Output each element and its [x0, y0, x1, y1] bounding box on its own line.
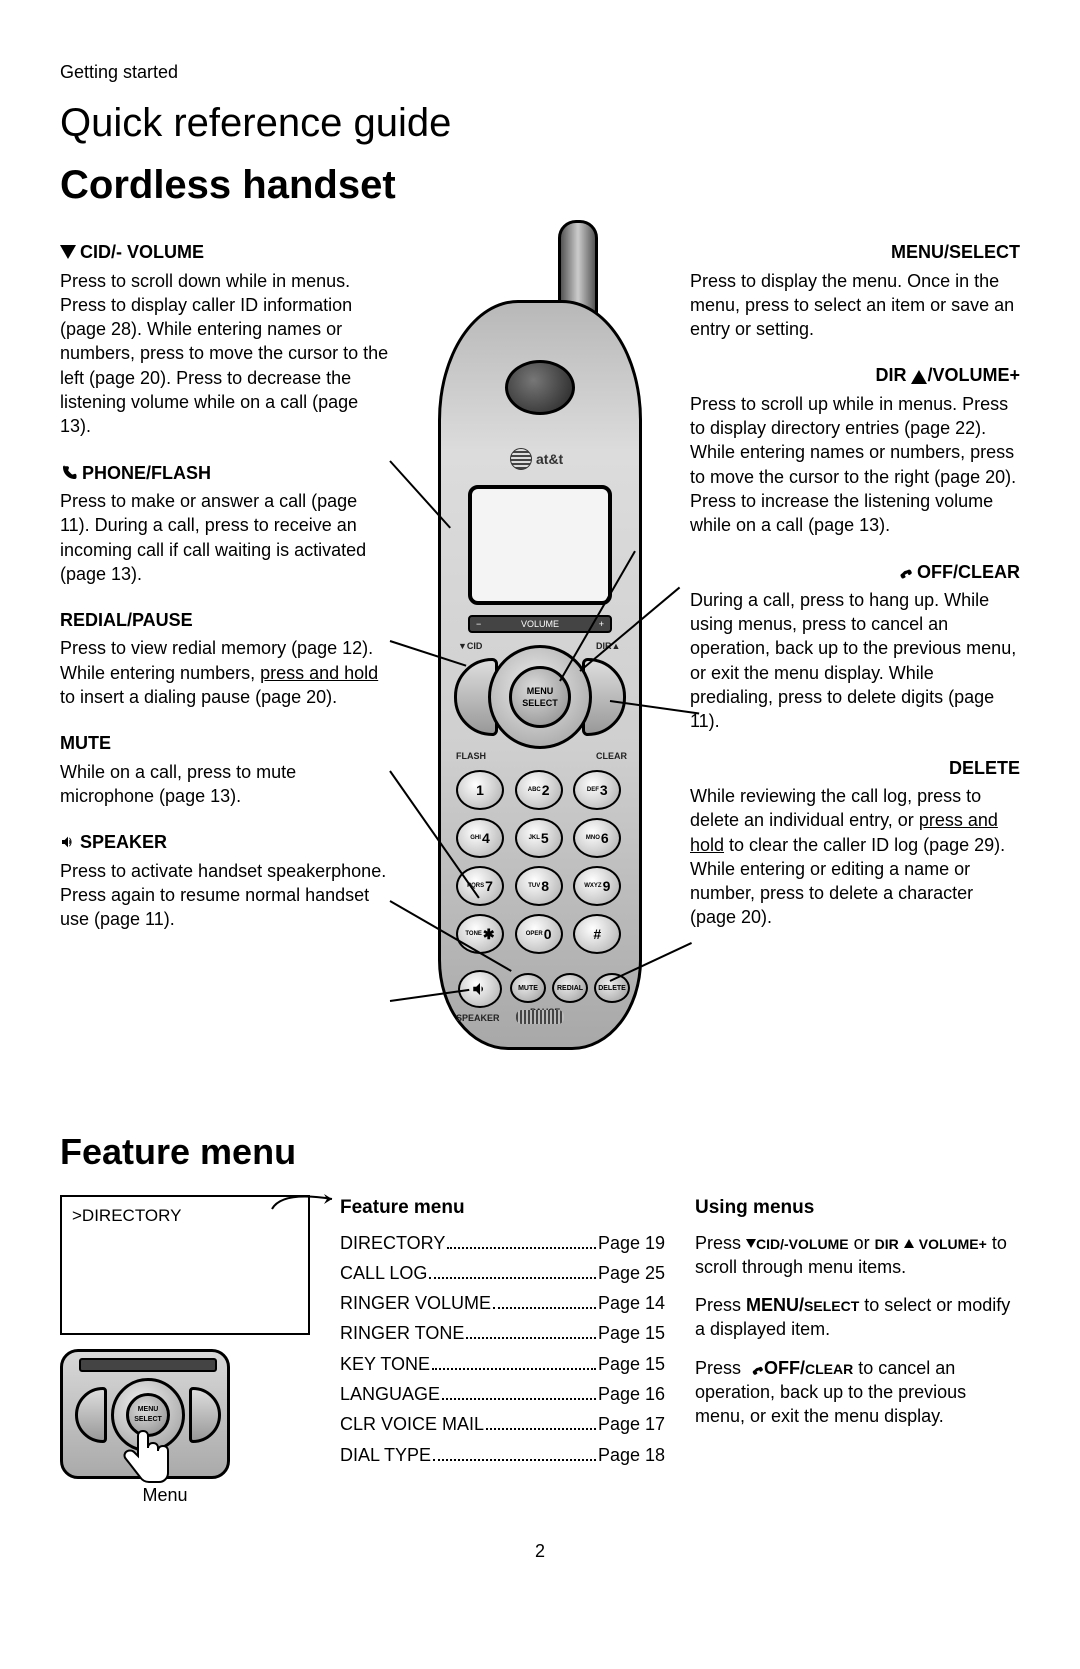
- using-menus-col: Using menus Press CID/-VOLUME or DIR VOL…: [695, 1195, 1020, 1443]
- feature-menu-item: CLR VOICE MAILPage 17: [340, 1412, 665, 1436]
- small-key: REDIAL: [552, 973, 588, 1003]
- callouts-right: MENU/SELECT Press to display the menu. O…: [690, 240, 1020, 929]
- page-subtitle: Quick reference guide: [60, 96, 1020, 150]
- section-label: Getting started: [60, 60, 1020, 84]
- feature-menu-item: DIRECTORYPage 19: [340, 1231, 665, 1255]
- label-flash: FLASH: [456, 750, 486, 762]
- feature-menu-item: RINGER TONEPage 15: [340, 1321, 665, 1345]
- keypad: 1 ABC2DEF3 GHI4 JKL5MNO6 PQRS7 TUV8WXYZ9 TONE✱…: [456, 770, 624, 954]
- callout-title: OFF/CLEAR: [917, 560, 1020, 584]
- nav-pad: MENU SELECT: [488, 645, 592, 749]
- callout-dir-volume: DIR /VOLUME+ Press to scroll up while in…: [690, 363, 1020, 537]
- callout-title: MUTE: [60, 731, 111, 755]
- keypad-key: WXYZ9: [573, 866, 621, 906]
- callout-text: While on a call, press to mute microphon…: [60, 760, 390, 809]
- using-menus-p3: Press OFF/CLEAR to cancel an operation, …: [695, 1356, 1020, 1429]
- feature-menu-list: Feature menu DIRECTORYPage 19 CALL LOGPag…: [340, 1195, 665, 1473]
- handset-diagram: at&t − VOLUME + ▼CID DIR▲ MENU SELECT FL…: [410, 210, 670, 1090]
- keypad-key: PQRS7: [456, 866, 504, 906]
- att-logo: at&t: [510, 445, 570, 473]
- callout-text: Press to view redial memory (page 12). W…: [60, 636, 390, 709]
- label-speaker: SPEAKER: [456, 1012, 500, 1024]
- callout-title: DELETE: [949, 756, 1020, 780]
- callout-text: Press to make or answer a call (page 11)…: [60, 489, 390, 586]
- keypad-key: #: [573, 914, 621, 954]
- callout-text: While reviewing the call log, press to d…: [690, 784, 1020, 930]
- mini-handset-illustration: MENUSELECT Menu: [60, 1349, 270, 1499]
- arrow-icon: [270, 1189, 346, 1213]
- triangle-up-icon: [911, 370, 927, 384]
- keypad-key: OPER0: [515, 914, 563, 954]
- triangle-down-icon: [60, 245, 76, 259]
- page-title: Cordless handset: [60, 158, 1020, 212]
- callout-title: REDIAL/PAUSE: [60, 608, 193, 632]
- keypad-key: GHI4: [456, 818, 504, 858]
- speaker-icon: [471, 980, 489, 998]
- small-key: MUTE: [510, 973, 546, 1003]
- callout-text: Press to scroll up while in menus. Press…: [690, 392, 1020, 538]
- callout-title: CID/- VOLUME: [80, 240, 204, 264]
- feature-left-col: >DIRECTORY MENUSELECT Menu: [60, 1195, 310, 1499]
- callout-mute: MUTE While on a call, press to mute micr…: [60, 731, 390, 808]
- keypad-key: ABC2: [515, 770, 563, 810]
- feature-menu-item: LANGUAGEPage 16: [340, 1382, 665, 1406]
- callout-title: MENU/SELECT: [891, 240, 1020, 264]
- nav-label-cid: ▼CID: [458, 640, 482, 652]
- page-number: 2: [60, 1539, 1020, 1563]
- keypad-key: 1: [456, 770, 504, 810]
- using-menus-title: Using menus: [695, 1195, 1020, 1221]
- triangle-up-icon: [904, 1239, 914, 1248]
- feature-menu-item: CALL LOGPage 25: [340, 1261, 665, 1285]
- callout-title: SPEAKER: [80, 830, 167, 854]
- keypad-key: TUV8: [515, 866, 563, 906]
- callout-menu-select: MENU/SELECT Press to display the menu. O…: [690, 240, 1020, 341]
- callout-text: Press to display the menu. Once in the m…: [690, 269, 1020, 342]
- callout-speaker: SPEAKER Press to activate handset speake…: [60, 830, 390, 931]
- handset-microphone: [516, 1010, 564, 1024]
- feature-menu-title: Feature menu: [340, 1195, 665, 1221]
- keypad-key: JKL5: [515, 818, 563, 858]
- callout-text: During a call, press to hang up. While u…: [690, 588, 1020, 734]
- callout-redial-pause: REDIAL/PAUSE Press to view redial memory…: [60, 608, 390, 709]
- hangup-icon: [746, 1360, 764, 1378]
- callout-delete: DELETE While reviewing the call log, pre…: [690, 756, 1020, 930]
- callout-title: PHONE/FLASH: [82, 461, 211, 485]
- callout-cid-volume: CID/- VOLUME Press to scroll down while …: [60, 240, 390, 438]
- hand-pointer-icon: [115, 1427, 175, 1499]
- keypad-key: MNO6: [573, 818, 621, 858]
- feature-menu-item: KEY TONEPage 15: [340, 1352, 665, 1376]
- handset-screen: [468, 485, 612, 605]
- directory-screen-box: >DIRECTORY: [60, 1195, 310, 1335]
- feature-menu-item: DIAL TYPEPage 18: [340, 1443, 665, 1467]
- hangup-icon: [893, 562, 913, 582]
- handset-earpiece: [505, 360, 575, 415]
- using-menus-p2: Press MENU/SELECT to select or modify a …: [695, 1293, 1020, 1342]
- callouts-left: CID/- VOLUME Press to scroll down while …: [60, 240, 390, 931]
- phone-icon: [60, 464, 78, 482]
- callout-text: Press to scroll down while in menus. Pre…: [60, 269, 390, 439]
- label-clear: CLEAR: [596, 750, 627, 762]
- keypad-key: TONE✱: [456, 914, 504, 954]
- feature-menu-item: RINGER VOLUMEPage 14: [340, 1291, 665, 1315]
- callout-off-clear: OFF/CLEAR During a call, press to hang u…: [690, 560, 1020, 734]
- callout-text: Press to activate handset speakerphone. …: [60, 859, 390, 932]
- feature-menu-heading: Feature menu: [60, 1128, 1020, 1177]
- triangle-down-icon: [746, 1239, 756, 1248]
- keypad-key: DEF3: [573, 770, 621, 810]
- callout-phone-flash: PHONE/FLASH Press to make or answer a ca…: [60, 461, 390, 586]
- speaker-icon: [60, 834, 76, 850]
- using-menus-p1: Press CID/-VOLUME or DIR VOLUME+ to scro…: [695, 1231, 1020, 1280]
- callout-title: DIR /VOLUME+: [875, 363, 1020, 387]
